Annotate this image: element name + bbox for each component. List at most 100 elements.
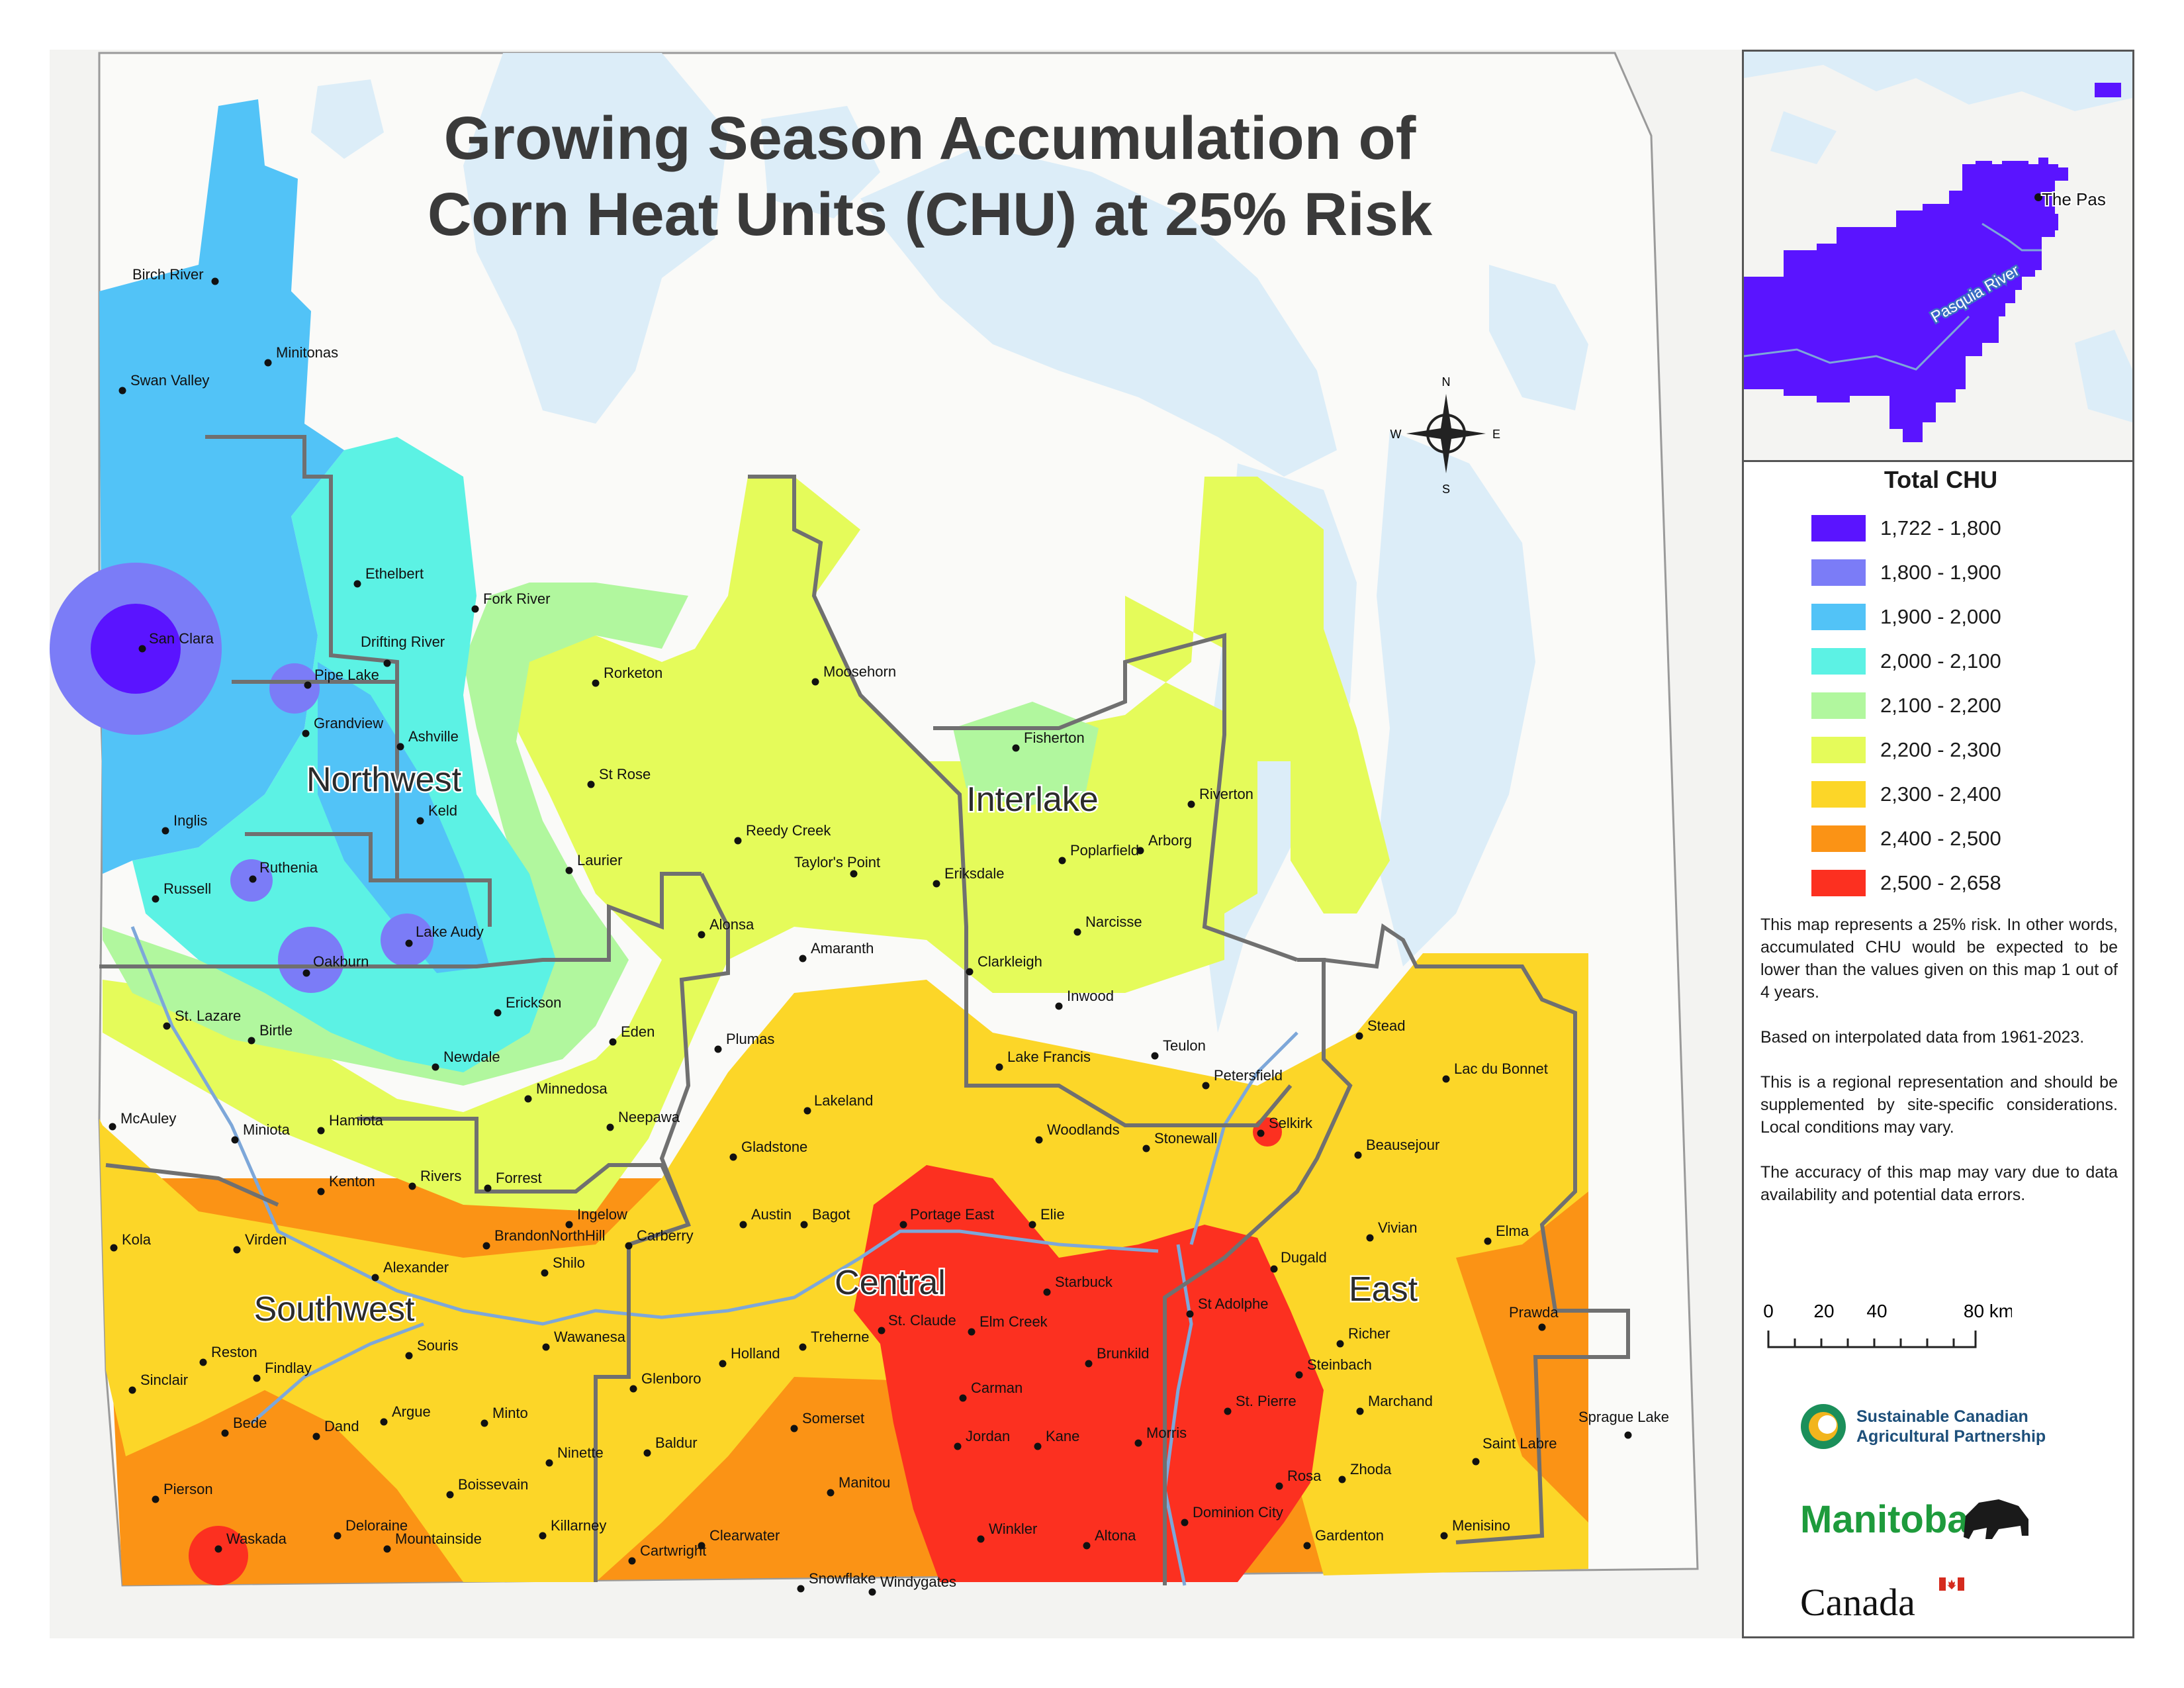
city-label: Portage East: [910, 1206, 994, 1223]
city-label: St Rose: [599, 766, 651, 782]
city-label: Richer: [1348, 1325, 1390, 1342]
city-dot: [606, 1123, 614, 1131]
city-label: Taylor's Point: [794, 854, 880, 870]
city-label: Altona: [1095, 1527, 1136, 1544]
compass-s: S: [1442, 483, 1450, 496]
city-label: Lake Francis: [1007, 1049, 1091, 1065]
city-dot: [899, 1221, 907, 1229]
inset-map: The Pas Pasquia River: [1744, 52, 2132, 460]
scale-bar: 0 20 40 80 km: [1763, 1301, 2012, 1348]
city-label: Eriksdale: [944, 865, 1004, 882]
city-dot: [629, 1385, 637, 1393]
city-label: Kane: [1046, 1428, 1079, 1444]
city-label: Drifting River: [361, 633, 445, 650]
canada-wordmark: Canada: [1800, 1581, 1915, 1624]
city-label: Kola: [122, 1231, 152, 1248]
city-label: Manitou: [839, 1474, 890, 1491]
city-dot: [565, 867, 573, 874]
city-dot: [482, 1242, 490, 1250]
region-label: Interlake: [966, 780, 1098, 819]
compass-n: N: [1442, 375, 1451, 389]
city-label: Reston: [211, 1344, 257, 1360]
city-dot: [317, 1127, 325, 1135]
legend-swatch: [1811, 825, 1866, 852]
legend-item: 2,100 - 2,200: [1757, 683, 2124, 727]
city-dot: [353, 580, 361, 588]
city-dot: [1187, 800, 1195, 808]
city-label: Elm Creek: [979, 1313, 1048, 1330]
manitoba-logo: Manitoba: [1800, 1498, 2028, 1541]
city-dot: [1058, 857, 1066, 865]
city-dot: [1257, 1129, 1265, 1137]
city-dot: [221, 1429, 229, 1437]
city-label: Sprague Lake: [1578, 1409, 1669, 1425]
legend-item: 2,200 - 2,300: [1757, 727, 2124, 772]
city-label: St. Lazare: [175, 1008, 241, 1024]
city-dot: [1083, 1542, 1091, 1550]
city-dot: [161, 827, 169, 835]
city-label: Zhoda: [1350, 1461, 1392, 1477]
city-label: Birch River: [132, 266, 204, 283]
legend-item: 1,722 - 1,800: [1757, 506, 2124, 550]
city-label: Gardenton: [1315, 1527, 1384, 1544]
city-dot: [109, 1123, 116, 1131]
city-label: Forrest: [496, 1170, 542, 1186]
city-dot: [471, 605, 479, 613]
main-map: Growing Season Accumulation of Corn Heat…: [50, 50, 1742, 1638]
region-label: East: [1349, 1270, 1418, 1309]
city-dot: [383, 659, 391, 667]
city-label: Keld: [428, 802, 457, 819]
panel-divider: [1742, 460, 2134, 462]
city-label: Waskada: [226, 1530, 287, 1547]
legend-label: 2,400 - 2,500: [1880, 826, 2001, 850]
city-dot: [797, 1585, 805, 1593]
city-label: Killarney: [551, 1517, 606, 1534]
legend-label: 2,200 - 2,300: [1880, 737, 2001, 761]
scale-tick: 40: [1866, 1301, 1887, 1321]
city-dot: [1043, 1288, 1051, 1296]
city-dot: [416, 817, 424, 825]
city-dot: [803, 1107, 811, 1115]
city-dot: [698, 931, 705, 939]
city-label: Dugald: [1281, 1249, 1327, 1266]
legend-item: 2,400 - 2,500: [1757, 816, 2124, 861]
city-dot: [396, 743, 404, 751]
city-dot: [1085, 1360, 1093, 1368]
city-label: Birtle: [259, 1022, 293, 1039]
city-label: Holland: [731, 1345, 780, 1362]
city-dot: [1012, 744, 1020, 752]
city-label: Woodlands: [1047, 1121, 1120, 1138]
city-dot: [729, 1153, 737, 1161]
city-dot: [371, 1274, 379, 1282]
city-label: Windygates: [880, 1573, 956, 1590]
city-dot: [1295, 1371, 1303, 1379]
city-dot: [110, 1244, 118, 1252]
city-dot: [625, 1242, 633, 1250]
city-label: St. Claude: [888, 1312, 956, 1329]
city-label: Carberry: [637, 1227, 694, 1244]
city-label: Lakeland: [814, 1092, 873, 1109]
inset-town-label: The Pas: [2042, 189, 2106, 209]
city-dot: [1624, 1431, 1632, 1439]
city-label: Deloraine: [345, 1517, 408, 1534]
inset-chu-area: [1744, 158, 2068, 442]
region-label: Northwest: [306, 761, 462, 799]
city-dot: [524, 1095, 532, 1103]
city-dot: [249, 875, 257, 883]
city-dot: [868, 1588, 876, 1596]
city-dot: [565, 1221, 573, 1229]
city-dot: [152, 1495, 159, 1503]
city-dot: [432, 1063, 439, 1071]
legend-item: 2,500 - 2,658: [1757, 861, 2124, 905]
city-label: Fork River: [483, 590, 550, 607]
city-label: Baldur: [655, 1434, 698, 1451]
city-dot: [304, 681, 312, 689]
city-label: Austin: [751, 1206, 792, 1223]
compass-w: W: [1390, 428, 1402, 441]
city-dot: [405, 1352, 413, 1360]
map-title-line1: Growing Season Accumulation of: [444, 105, 1416, 172]
city-label: Dominion City: [1193, 1504, 1283, 1521]
city-dot: [494, 1009, 502, 1017]
city-label: Kenton: [329, 1173, 375, 1190]
city-dot: [643, 1449, 651, 1457]
